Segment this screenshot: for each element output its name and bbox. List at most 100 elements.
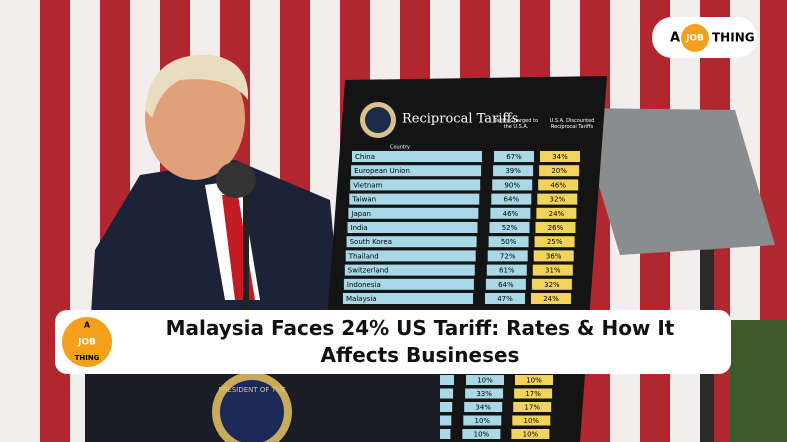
country: Japan xyxy=(350,210,371,218)
reciprocal-rate: 24% xyxy=(549,210,565,218)
country-cell xyxy=(345,250,476,262)
country: Thailand xyxy=(348,252,379,260)
charged-rate: 39% xyxy=(505,167,521,175)
country: Vietnam xyxy=(353,181,382,189)
logo-text: JOB xyxy=(685,34,704,44)
country: South Korea xyxy=(350,238,392,246)
charged-rate: 46% xyxy=(503,210,519,218)
charged-rate: 64% xyxy=(498,281,514,289)
reciprocal-cell xyxy=(531,293,571,304)
logo-text: A xyxy=(670,31,680,46)
country-cell xyxy=(343,293,473,304)
charged-cell xyxy=(463,415,502,426)
board-title: Reciprocal Tariffs xyxy=(402,112,518,127)
reciprocal-rate: 10% xyxy=(523,431,539,439)
reciprocal-rate: 34% xyxy=(552,153,568,161)
reciprocal-cell xyxy=(536,207,577,219)
charged-rate: 90% xyxy=(504,181,520,189)
banner-title-box: Malaysia Faces 24% US Tariff: Rates & Ho… xyxy=(165,316,675,367)
charged-cell xyxy=(489,222,530,233)
country-cell xyxy=(351,165,482,177)
reciprocal-cell xyxy=(514,388,553,399)
charged-rate: 67% xyxy=(506,153,522,161)
charged-rate: 10% xyxy=(475,417,491,425)
charged-cell xyxy=(465,388,504,399)
reciprocal-rate: 17% xyxy=(524,404,540,412)
country-cell xyxy=(429,415,452,426)
flag-stripe xyxy=(40,0,70,442)
reciprocal-cell xyxy=(531,278,572,290)
reciprocal-cell xyxy=(513,402,552,412)
banner xyxy=(55,310,731,374)
teleprompter xyxy=(575,108,775,255)
reciprocal-rate: 46% xyxy=(550,181,566,189)
country: Taiwan xyxy=(351,196,376,204)
charged-cell xyxy=(492,179,533,191)
charged-cell xyxy=(493,165,534,177)
podium-seal-inner xyxy=(220,380,284,442)
charged-rate: 10% xyxy=(474,431,490,439)
charged-rate: 61% xyxy=(499,267,515,275)
charged-cell xyxy=(485,278,526,290)
charged-cell xyxy=(487,250,528,262)
reciprocal-rate: 26% xyxy=(548,224,564,232)
country: European Union xyxy=(354,167,410,175)
country: Switzerland xyxy=(348,267,389,275)
country-cell xyxy=(352,151,482,162)
country-cell xyxy=(430,402,453,412)
banner-title: Malaysia Faces 24% US Tariff: Rates & Ho… xyxy=(165,316,675,367)
board-header-box: U.S.A. Discounted Reciprocal Tariffs xyxy=(549,118,595,130)
logo-text: THING xyxy=(712,31,755,45)
reciprocal-cell xyxy=(535,222,576,233)
charged-rate: 64% xyxy=(504,196,520,204)
reciprocal-cell xyxy=(534,236,575,248)
charged-cell xyxy=(491,193,532,205)
reciprocal-cell xyxy=(533,250,574,262)
reciprocal-rate: 32% xyxy=(550,196,566,204)
country-cell xyxy=(343,278,474,290)
charged-rate: 50% xyxy=(501,238,517,246)
reciprocal-rate: 10% xyxy=(524,417,540,425)
country: Malaysia xyxy=(346,295,377,303)
country-cell xyxy=(349,193,480,205)
reciprocal-rate: 32% xyxy=(544,281,560,289)
board-header: U.S.A. Discounted Reciprocal Tariffs xyxy=(549,118,595,130)
charged-rate: 52% xyxy=(502,224,518,232)
foliage xyxy=(730,320,787,442)
head xyxy=(145,56,245,180)
country-cell xyxy=(350,179,481,191)
charged-rate: 47% xyxy=(497,295,513,303)
charged-cell xyxy=(486,264,527,276)
seal-text: PRESIDENT OF THE xyxy=(218,386,285,394)
charged-rate: 34% xyxy=(475,404,491,412)
reciprocal-rate: 10% xyxy=(526,377,542,385)
country-cell xyxy=(432,375,454,385)
microphone xyxy=(216,162,256,198)
reciprocal-rate: 20% xyxy=(551,167,567,175)
board-header: Country xyxy=(390,145,410,151)
suit xyxy=(90,160,340,330)
banner-logo xyxy=(62,317,112,367)
board-rows: China 67% 34% European Union 39% 20% Vietnam 90… xyxy=(343,151,580,439)
country-cell xyxy=(431,388,454,399)
reciprocal-cell xyxy=(538,179,579,191)
reciprocal-rate: 36% xyxy=(546,252,562,260)
reciprocal-rate: 17% xyxy=(525,390,541,398)
country-cell xyxy=(344,264,475,276)
reciprocal-rate: 24% xyxy=(543,295,559,303)
logo-circle xyxy=(681,24,709,52)
banner-logo-text: A xyxy=(84,321,91,330)
reciprocal-cell xyxy=(532,264,573,276)
charged-cell xyxy=(485,293,525,304)
charged-rate: 72% xyxy=(500,252,516,260)
country-cell xyxy=(346,236,477,248)
reciprocal-cell xyxy=(540,151,580,162)
charged-cell xyxy=(488,236,529,248)
country: India xyxy=(351,224,368,232)
reciprocal-rate: 25% xyxy=(547,238,563,246)
country: Indonesia xyxy=(347,281,381,289)
reciprocal-cell xyxy=(511,429,550,439)
reciprocal-rate: 31% xyxy=(545,267,561,275)
